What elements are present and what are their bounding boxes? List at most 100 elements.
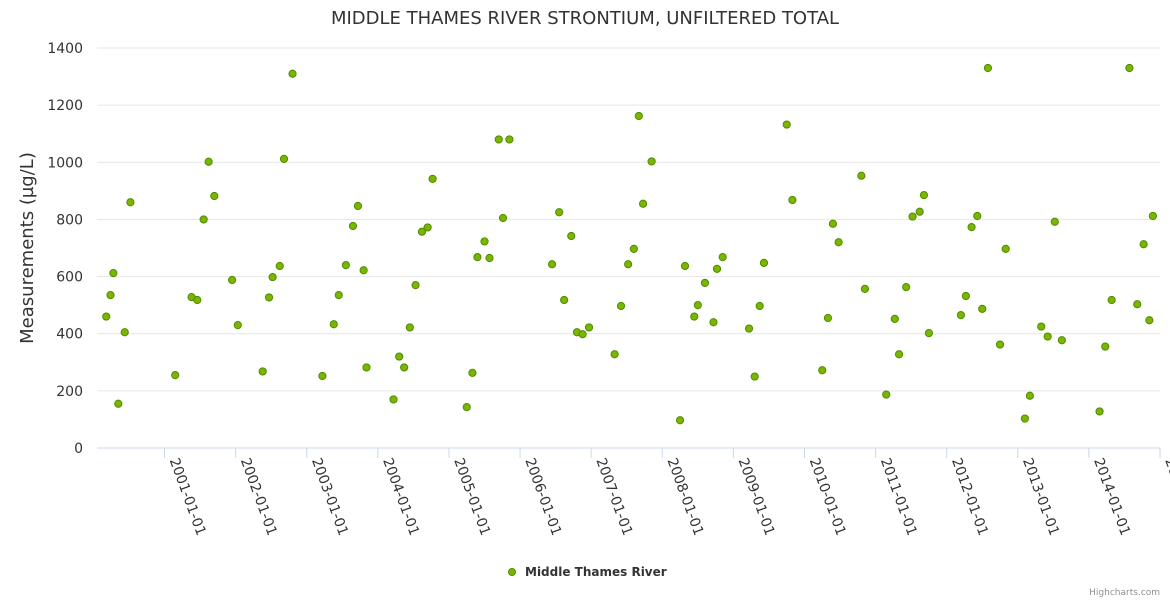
data-point[interactable] [126,198,135,207]
data-point[interactable] [578,330,587,339]
data-point[interactable] [547,260,557,269]
data-point[interactable] [902,283,911,292]
data-point[interactable] [834,238,843,247]
data-point[interactable] [288,69,297,78]
data-point[interactable] [983,63,993,73]
data-point[interactable] [494,135,503,144]
data-point[interactable] [1145,316,1154,325]
data-point[interactable] [480,237,489,246]
data-point[interactable] [744,324,754,333]
data-point[interactable] [359,266,368,275]
data-point[interactable] [629,244,638,253]
data-point[interactable] [428,174,437,183]
data-point[interactable] [759,258,769,267]
data-point[interactable] [395,352,404,361]
data-point[interactable] [700,278,710,287]
credits-link[interactable]: Highcharts.com [1089,588,1160,598]
data-point[interactable] [204,157,213,166]
data-point[interactable] [279,154,289,163]
data-point[interactable] [709,318,718,327]
data-point[interactable] [1107,295,1116,305]
data-point[interactable] [227,275,237,285]
data-point[interactable] [400,363,409,372]
data-point[interactable] [1101,342,1110,351]
data-point[interactable] [353,201,363,211]
data-point[interactable] [1125,63,1134,73]
data-point[interactable] [956,311,966,320]
data-point[interactable] [567,231,576,241]
data-point[interactable] [1025,391,1034,400]
data-point[interactable] [560,295,569,305]
data-point[interactable] [268,273,277,282]
data-point[interactable] [973,211,982,221]
data-point[interactable] [1139,240,1148,249]
data-point[interactable] [1043,332,1052,341]
data-point[interactable] [334,291,343,300]
data-point[interactable] [264,293,274,302]
data-point[interactable] [405,323,414,332]
data-point[interactable] [915,207,924,216]
data-point[interactable] [1095,407,1104,416]
data-point[interactable] [193,295,202,305]
data-point[interactable] [120,328,129,337]
data-point[interactable] [908,212,917,221]
data-point[interactable] [1133,300,1142,309]
data-point[interactable] [890,314,899,323]
data-point[interactable] [610,350,619,359]
data-point[interactable] [782,120,791,129]
data-point[interactable] [823,313,833,323]
data-point[interactable] [362,363,371,372]
data-point[interactable] [788,195,797,205]
data-point[interactable] [634,111,643,121]
data-point[interactable] [675,416,685,425]
data-point[interactable] [1148,211,1157,221]
data-point[interactable] [638,199,648,208]
data-point[interactable] [995,340,1005,349]
data-point[interactable] [468,368,477,377]
data-point[interactable] [329,320,338,329]
data-point[interactable] [718,253,727,262]
data-point[interactable] [417,227,427,236]
data-point[interactable] [750,372,759,381]
data-point[interactable] [389,395,398,404]
data-point[interactable] [102,312,111,321]
data-point[interactable] [210,191,219,201]
data-point[interactable] [818,366,827,375]
data-point[interactable] [1001,244,1010,253]
data-point[interactable] [109,269,118,278]
data-point[interactable] [341,261,350,270]
data-point[interactable] [555,208,564,217]
data-point[interactable] [857,171,866,180]
data-point[interactable] [961,291,970,301]
data-point[interactable] [423,223,432,232]
data-point[interactable] [967,223,976,232]
data-point[interactable] [199,215,208,224]
data-point[interactable] [275,261,284,271]
data-point[interactable] [978,304,987,313]
data-point[interactable] [712,264,722,273]
data-point[interactable] [624,260,633,269]
data-point[interactable] [348,221,358,231]
data-point[interactable] [647,157,656,166]
data-point[interactable] [1037,322,1046,331]
data-point[interactable] [1020,414,1030,423]
legend-label[interactable]: Middle Thames River [525,565,667,579]
data-point[interactable] [584,323,594,332]
data-point[interactable] [318,371,327,381]
data-point[interactable] [919,191,929,200]
data-point[interactable] [106,291,115,300]
data-point[interactable] [114,399,123,408]
data-point[interactable] [258,367,267,376]
data-point[interactable] [690,312,699,321]
data-point[interactable] [473,253,482,262]
data-point[interactable] [505,135,514,144]
data-point[interactable] [1057,336,1066,345]
data-point[interactable] [894,350,904,359]
data-point[interactable] [828,219,838,228]
data-point[interactable] [680,261,690,271]
data-point[interactable] [411,281,420,290]
data-point[interactable] [860,284,870,293]
data-point[interactable] [924,329,934,338]
data-point[interactable] [882,390,891,399]
data-point[interactable] [1050,217,1059,226]
